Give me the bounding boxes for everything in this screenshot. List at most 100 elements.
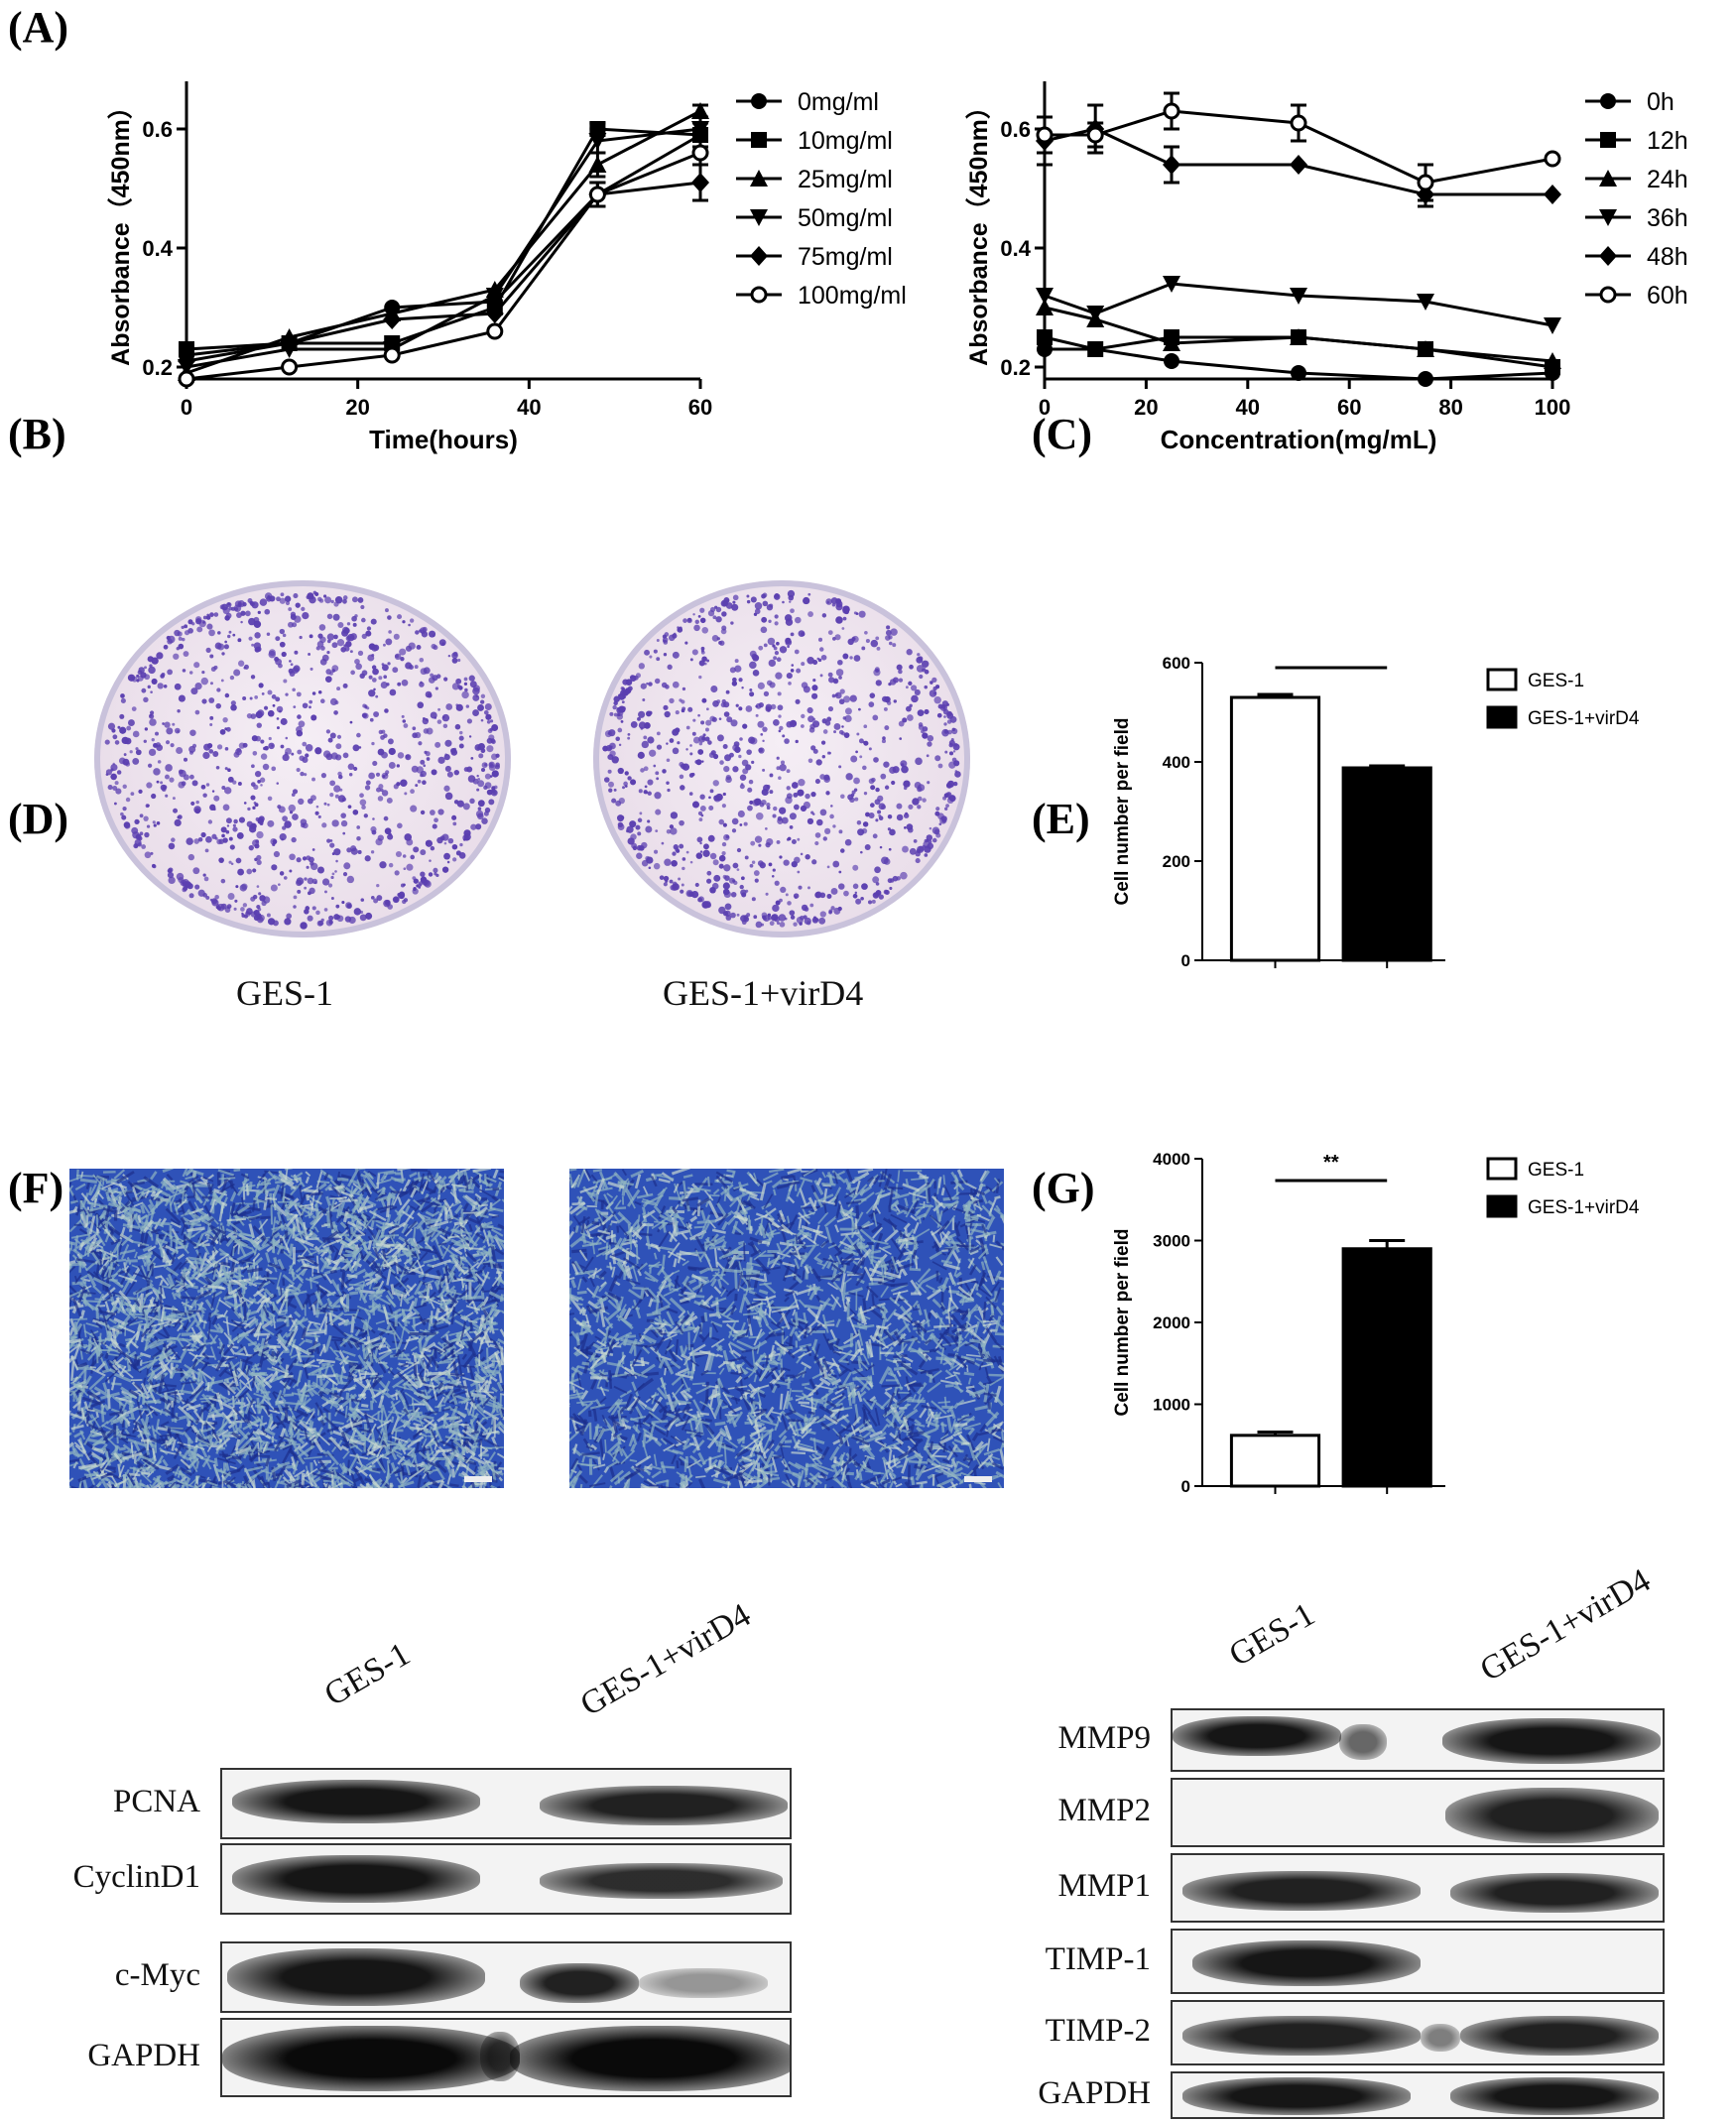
blot-g-lane-ges1-vird4: GES-1+virD4 <box>1474 1562 1657 1689</box>
legend-label: 48h <box>1647 243 1688 271</box>
y-tick-label: 0.4 <box>142 236 173 261</box>
blot-f-lane-ges1: GES-1 <box>318 1635 417 1714</box>
data-point <box>1417 294 1434 311</box>
bar-GES-1 <box>1229 1434 1321 1488</box>
data-point <box>1163 155 1180 175</box>
x-tick-label: 20 <box>345 395 369 420</box>
data-point <box>1087 341 1104 357</box>
panel-label-f: (F) <box>8 1164 64 1212</box>
blot-row-gapdh <box>1171 2071 1665 2119</box>
data-point <box>691 102 709 119</box>
legend-label: 50mg/ml <box>798 204 893 232</box>
x-tick-label: 80 <box>1438 395 1462 420</box>
data-point <box>691 144 709 162</box>
y-axis-label: Absorbance（450nm） <box>964 94 993 366</box>
y-tick-label: 600 <box>1163 655 1190 673</box>
blot-row-mmp9 <box>1171 1708 1665 1772</box>
panel-label-a: (A) <box>8 3 69 52</box>
blot-band <box>222 2026 520 2091</box>
series-line <box>186 109 701 375</box>
blot-band <box>1339 1724 1387 1760</box>
data-point <box>485 304 504 323</box>
significance-label: ** <box>1323 655 1339 661</box>
blot-row-timp-2 <box>1171 2000 1665 2065</box>
colony-dots <box>602 589 961 929</box>
data-point <box>1086 306 1105 322</box>
data-point <box>1290 328 1307 345</box>
blot-row-cyclind1 <box>220 1843 792 1915</box>
legend-marker <box>1599 170 1617 187</box>
bar-GES-1 <box>1229 695 1321 962</box>
data-point <box>1417 340 1434 357</box>
series-line <box>186 127 701 369</box>
x-axis-label: Time(hours) <box>369 425 518 454</box>
legend-label: 24h <box>1647 166 1688 193</box>
blot-band <box>520 1963 639 2003</box>
blot-label-timp-1: TIMP-1 <box>1045 1941 1151 1977</box>
y-tick-label: 200 <box>1163 852 1190 871</box>
legend-label: 10mg/ml <box>798 127 893 155</box>
data-point <box>1164 353 1179 369</box>
data-point <box>691 121 709 138</box>
blot-label-gapdh: GAPDH <box>87 2038 200 2073</box>
blot-band <box>540 1786 788 1825</box>
data-point <box>179 341 194 357</box>
data-point <box>1544 352 1561 369</box>
series-line <box>1044 306 1553 363</box>
blot-label-mmp9: MMP9 <box>1057 1720 1151 1756</box>
series-25mg/ml <box>178 102 709 381</box>
blot-row-c-myc <box>220 1941 792 2013</box>
x-tick-label: 60 <box>688 395 712 420</box>
legend-marker <box>750 246 768 266</box>
data-point <box>485 288 504 305</box>
blot-band <box>540 1863 783 1899</box>
blot-band <box>232 1855 480 1903</box>
y-tick-label: 3000 <box>1153 1232 1190 1251</box>
legend-label: 0h <box>1647 88 1674 116</box>
chart-a-left: 0.2 0.4 0.6 0 20 40 60 Time(hours) Absorbance（45… <box>106 81 907 454</box>
series-line <box>186 151 701 381</box>
data-point <box>383 310 402 329</box>
blot-row-pcna <box>220 1768 792 1839</box>
blot-label-mmp1: MMP1 <box>1057 1868 1151 1904</box>
y-axis-label: Absorbance（450nm） <box>106 94 135 366</box>
x-tick-label: 0 <box>181 395 192 420</box>
scale-bar <box>964 1476 992 1482</box>
series-100mg/ml <box>178 139 709 388</box>
data-point <box>1290 288 1307 305</box>
series-line <box>1045 347 1553 381</box>
y-axis-label: Cell number per field <box>1112 718 1133 906</box>
bar-GES-1+virD4 <box>1341 766 1432 962</box>
data-point <box>691 173 709 192</box>
migration-micrograph-ges1 <box>69 1169 504 1488</box>
data-point <box>1418 371 1433 387</box>
data-point <box>588 133 607 150</box>
data-point <box>1036 299 1054 315</box>
legend-label: GES-1+virD4 <box>1528 1197 1640 1218</box>
blot-band <box>1445 1788 1659 1843</box>
data-point <box>1037 329 1053 345</box>
chart-e-bar: 0 1000 2000 3000 4000 Cell number per field **… <box>1112 1150 1640 1496</box>
colony-dots <box>104 590 500 930</box>
data-point <box>280 333 299 353</box>
blot-band <box>1182 2016 1421 2056</box>
y-tick-label: 0 <box>1181 951 1190 970</box>
data-point <box>178 351 195 371</box>
legend-label: 25mg/ml <box>798 166 893 193</box>
panel-label-e: (E) <box>1032 795 1090 843</box>
blot-label-cyclind1: CyclinD1 <box>72 1859 200 1895</box>
legend-swatch <box>1486 668 1518 691</box>
legend-marker <box>750 170 768 187</box>
data-point <box>1544 317 1561 334</box>
data-point <box>1036 288 1054 305</box>
blot-f-lane-ges1-vird4: GES-1+virD4 <box>574 1596 757 1724</box>
blot-band <box>227 1948 485 2006</box>
series-24h <box>1036 299 1561 369</box>
blot-band <box>1450 2077 1659 2115</box>
legend-label: 60h <box>1647 282 1688 310</box>
y-tick-label: 0.4 <box>1000 236 1031 261</box>
y-tick-label: 0.6 <box>1000 117 1031 142</box>
blot-band <box>1450 1873 1659 1913</box>
blot-row-timp-1 <box>1171 1929 1665 1994</box>
blot-band <box>1442 1718 1661 1764</box>
